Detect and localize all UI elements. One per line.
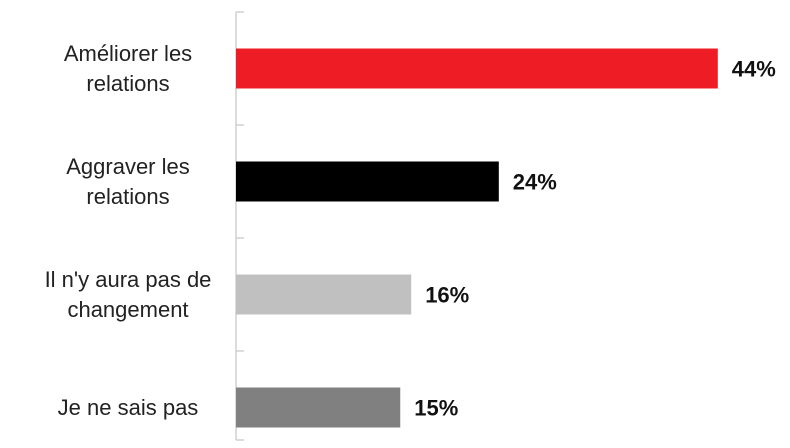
category-label: Améliorer les relations — [63, 40, 193, 96]
bar — [236, 387, 401, 428]
value-label: 44% — [732, 56, 776, 81]
bar — [236, 48, 718, 89]
category-label: Aggraver les relations — [66, 153, 190, 209]
bar — [236, 274, 412, 315]
value-label: 16% — [425, 282, 469, 307]
value-label: 24% — [513, 169, 557, 194]
category-label: Je ne sais pas — [57, 394, 199, 420]
category-label: Il n'y aura pas de changement — [44, 266, 212, 322]
bar — [236, 161, 499, 202]
value-label: 15% — [414, 395, 458, 420]
